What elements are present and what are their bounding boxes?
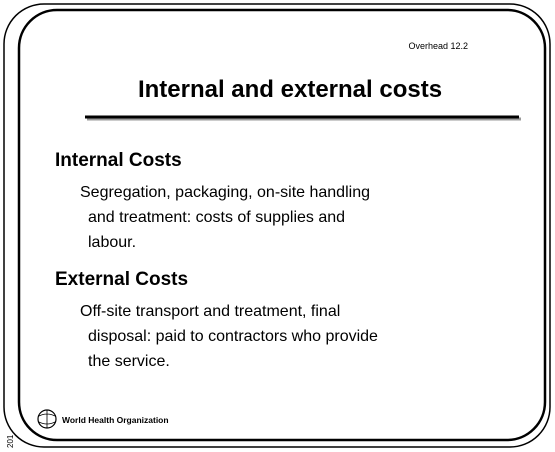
section-text: Off-site transport and treatment, final: [80, 303, 340, 320]
slide-title: Internal and external costs: [138, 76, 442, 103]
section-text: the service.: [88, 353, 170, 370]
section-text: and treatment: costs of supplies and: [88, 209, 345, 226]
section-text: Segregation, packaging, on-site handling: [80, 184, 370, 201]
section-text: labour.: [88, 234, 136, 251]
section-text: disposal: paid to contractors who provid…: [88, 328, 378, 345]
slide-body: Internal Costs Segregation, packaging, on…: [55, 150, 378, 370]
outer-frame: [3, 3, 551, 448]
section-heading: External Costs: [55, 269, 188, 290]
side-note: 201: [6, 434, 15, 448]
who-logo: [37, 409, 57, 429]
overhead-label: Overhead 12.2: [408, 41, 468, 51]
inner-frame: [17, 8, 547, 442]
footer: World Health Organization: [62, 415, 169, 425]
section-heading: Internal Costs: [55, 150, 182, 171]
